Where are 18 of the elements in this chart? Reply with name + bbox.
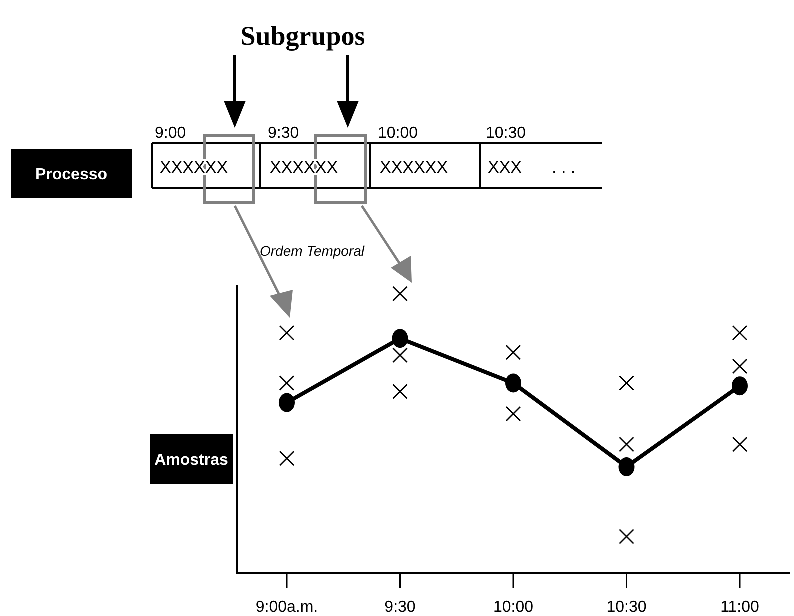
x-tick-label: 10:00: [493, 599, 534, 616]
text: 9:30: [268, 125, 300, 142]
x-tick-label: 9:30: [384, 599, 416, 616]
text: Processo: [35, 166, 108, 184]
text: XXXXXX: [160, 158, 228, 177]
text: Ordem Temporal: [260, 243, 366, 259]
text: XXXXXX: [270, 158, 338, 177]
text: XXX: [488, 158, 522, 177]
text: . . .: [552, 158, 576, 177]
chart-title: Subgrupos: [240, 21, 366, 51]
text: 10:30: [486, 125, 526, 142]
x-tick-label: 10:30: [606, 599, 647, 616]
text: Amostras: [154, 452, 228, 469]
text: 10:00: [378, 125, 418, 142]
text: XXXXXX: [380, 158, 448, 177]
x-tick-label: 11:00: [720, 599, 760, 616]
text: 9:00: [155, 125, 186, 142]
x-tick-label: 9:00a.m.: [256, 599, 318, 616]
